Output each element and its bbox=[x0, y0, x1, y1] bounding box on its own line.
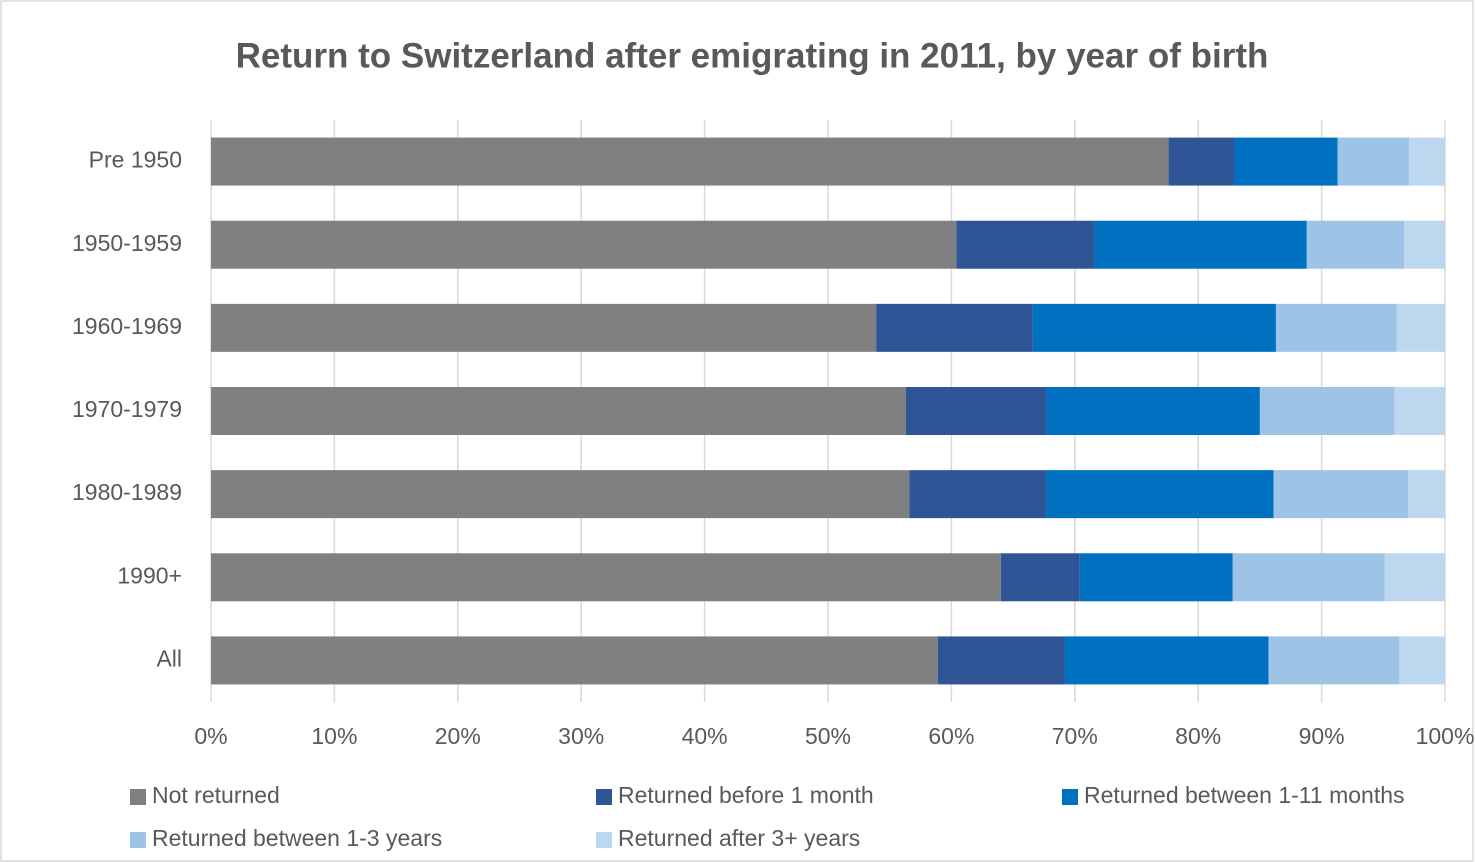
y-tick-label: 1970-1979 bbox=[72, 396, 182, 422]
bar-segment bbox=[1094, 220, 1307, 269]
bar-segment bbox=[937, 636, 1065, 685]
bar-segment bbox=[1337, 137, 1410, 186]
x-tick-label: 100% bbox=[1416, 723, 1475, 749]
legend-swatch bbox=[596, 832, 612, 848]
x-tick-label: 80% bbox=[1175, 723, 1221, 749]
y-tick-label: 1960-1969 bbox=[72, 313, 182, 339]
bar-segment bbox=[1399, 636, 1445, 685]
bar-segment bbox=[1032, 303, 1276, 352]
legend-swatch bbox=[1062, 789, 1078, 805]
bar-segment bbox=[1404, 220, 1445, 269]
x-tick-label: 30% bbox=[558, 723, 604, 749]
x-tick-label: 50% bbox=[805, 723, 851, 749]
chart-title: Return to Switzerland after emigrating i… bbox=[236, 36, 1269, 75]
bar-segment bbox=[876, 303, 1033, 352]
legend-swatch bbox=[130, 789, 146, 805]
legend-label: Returned after 3+ years bbox=[618, 825, 860, 851]
legend-label: Not returned bbox=[152, 782, 280, 808]
bar-segment bbox=[1233, 137, 1338, 186]
bar-segment bbox=[1259, 387, 1395, 435]
x-tick-label: 10% bbox=[311, 723, 357, 749]
bar-segment bbox=[211, 220, 957, 269]
bar-segment bbox=[211, 636, 938, 685]
bar-segment bbox=[1232, 553, 1385, 602]
bar-segment bbox=[211, 137, 1169, 186]
y-tick-label: All bbox=[156, 646, 182, 672]
bar-segment bbox=[1168, 137, 1234, 186]
bar-segment bbox=[1306, 220, 1405, 269]
bar-segment bbox=[1394, 387, 1445, 435]
x-tick-label: 40% bbox=[682, 723, 728, 749]
bar-segment bbox=[1000, 553, 1080, 602]
legend-label: Returned between 1-3 years bbox=[152, 825, 442, 851]
y-tick-label: 1990+ bbox=[117, 562, 182, 588]
x-tick-label: 60% bbox=[928, 723, 974, 749]
bar-segment bbox=[1409, 137, 1445, 186]
y-tick-label: 1950-1959 bbox=[72, 230, 182, 256]
x-tick-label: 70% bbox=[1052, 723, 1098, 749]
bar-segment bbox=[1064, 636, 1269, 685]
legend-label: Returned between 1-11 months bbox=[1084, 782, 1405, 808]
legend-swatch bbox=[596, 789, 612, 805]
bar-segment bbox=[1046, 470, 1274, 519]
bar-segment bbox=[1275, 303, 1397, 352]
bar-segment bbox=[211, 470, 910, 519]
bar-segment bbox=[211, 303, 877, 352]
y-tick-label: 1980-1989 bbox=[72, 479, 182, 505]
x-tick-label: 90% bbox=[1299, 723, 1345, 749]
y-tick-label: Pre 1950 bbox=[89, 147, 182, 173]
bar-segment bbox=[905, 387, 1047, 435]
bar-segment bbox=[1079, 553, 1233, 602]
bar-segment bbox=[1396, 303, 1445, 352]
legend-swatch bbox=[130, 832, 146, 848]
bar-segment bbox=[956, 220, 1095, 269]
x-tick-label: 20% bbox=[435, 723, 481, 749]
bar-segment bbox=[1273, 470, 1408, 519]
bar-segment bbox=[211, 553, 1001, 602]
legend-label: Returned before 1 month bbox=[618, 782, 874, 808]
bar-segment bbox=[1407, 470, 1445, 519]
bar-segment bbox=[211, 387, 906, 435]
bar-segment bbox=[1384, 553, 1445, 602]
x-tick-label: 0% bbox=[194, 723, 227, 749]
bar-segment bbox=[909, 470, 1047, 519]
bar-segment bbox=[1046, 387, 1260, 435]
bar-segment bbox=[1268, 636, 1400, 685]
